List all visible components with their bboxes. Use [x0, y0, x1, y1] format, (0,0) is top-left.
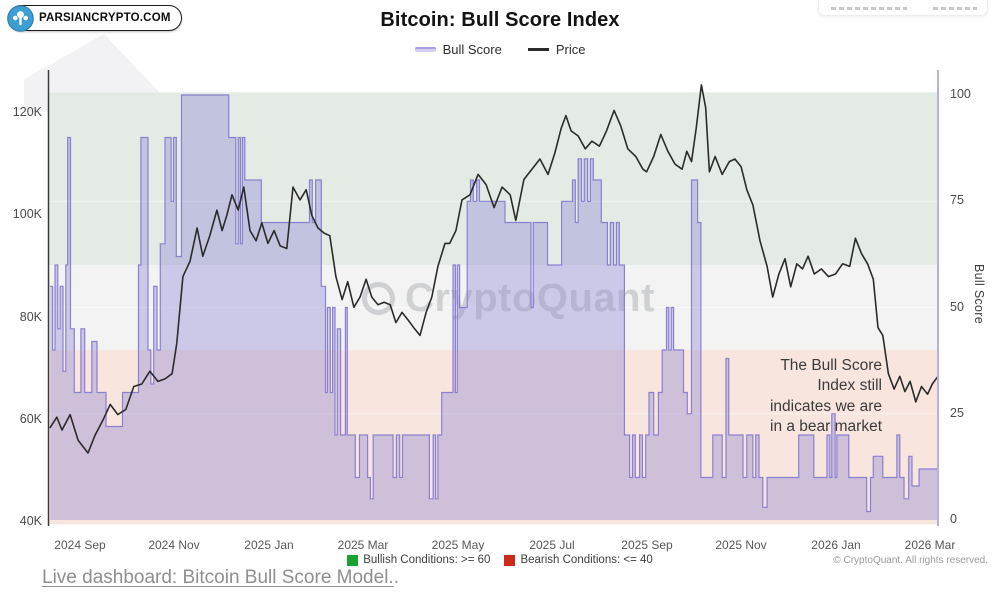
bull-score-swatch: [414, 47, 436, 52]
legend-label-bullish: Bullish Conditions: >= 60: [363, 554, 491, 566]
cropped-panel-text-placeholder: [831, 7, 907, 10]
bearish-swatch: [504, 554, 516, 566]
chart-annotation: The Bull Score Index still indicates we …: [769, 357, 882, 436]
legend-label-price: Price: [555, 42, 586, 57]
bullish-swatch: [347, 554, 359, 566]
legend-item-price[interactable]: Price: [527, 42, 586, 57]
cryptoquant-logo-icon: [362, 282, 395, 315]
legend-label-bull-score: Bull Score: [442, 42, 502, 57]
parsiancrypto-badge: PARSIANCRYPTO.COM: [7, 4, 182, 32]
price-swatch: [527, 48, 549, 51]
live-dashboard-link-row: Live dashboard: Bitcoin Bull Score Model…: [42, 567, 399, 589]
conditions-legend: Bullish Conditions: >= 60 Bearish Condit…: [0, 554, 1000, 566]
legend-item-bull-score[interactable]: Bull Score: [414, 42, 502, 57]
cropped-panel-text-placeholder: [933, 7, 977, 10]
brand-name: PARSIANCRYPTO.COM: [39, 12, 171, 24]
legend-label-bearish: Bearish Conditions: <= 40: [520, 554, 653, 566]
cropped-panel: [818, 0, 988, 16]
live-dashboard-link[interactable]: Live dashboard: Bitcoin Bull Score Model…: [42, 567, 394, 588]
watermark-text: CryptoQuant: [405, 276, 655, 321]
copyright: © CryptoQuant. All rights reserved.: [833, 555, 988, 566]
chart-legend: Bull Score Price: [0, 42, 1000, 57]
legend-item-bullish: Bullish Conditions: >= 60: [347, 554, 490, 566]
parsiancrypto-logo-icon: [7, 4, 34, 32]
legend-item-bearish: Bearish Conditions: <= 40: [504, 554, 653, 566]
page-title: Bitcoin: Bull Score Index: [380, 9, 620, 31]
bull-score-axis-title: Bull Score: [972, 264, 986, 324]
link-suffix-dot: .: [393, 567, 399, 588]
cryptoquant-watermark: CryptoQuant: [362, 276, 655, 321]
